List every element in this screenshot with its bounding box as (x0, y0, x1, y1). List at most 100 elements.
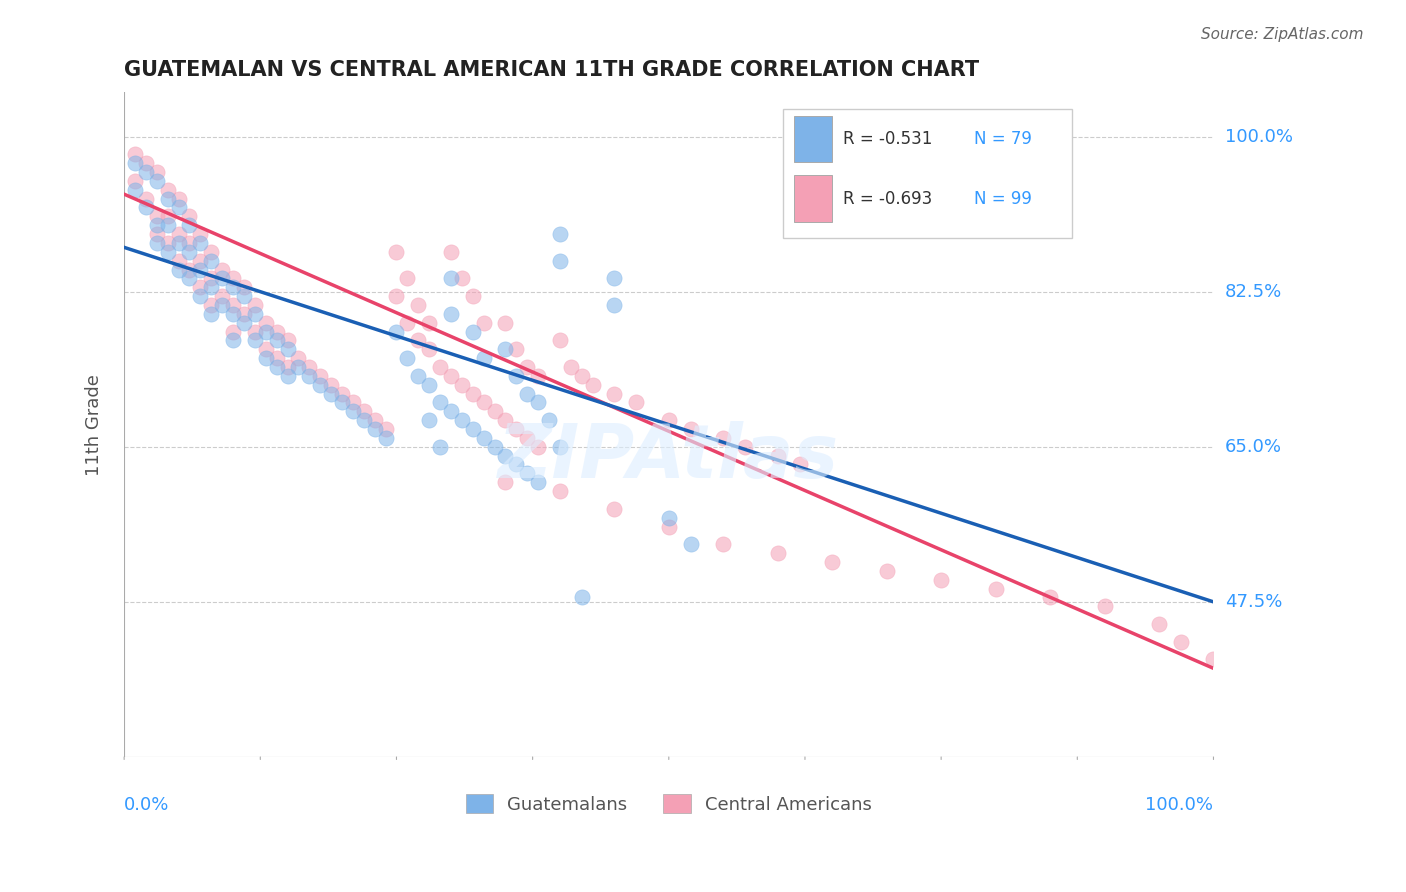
Guatemalans (353, 413, 375, 427)
Central Americans (1170, 634, 1192, 648)
Central Americans (243, 298, 266, 312)
Guatemalans (211, 271, 233, 285)
Central Americans (167, 253, 190, 268)
Central Americans (658, 413, 681, 427)
Central Americans (679, 422, 702, 436)
Guatemalans (222, 334, 245, 348)
Central Americans (124, 174, 146, 188)
Guatemalans (135, 165, 157, 179)
Central Americans (353, 404, 375, 418)
Bar (783, 109, 1071, 238)
Central Americans (581, 377, 603, 392)
Central Americans (984, 582, 1007, 596)
Central Americans (179, 235, 201, 250)
Central Americans (658, 519, 681, 533)
Text: R = -0.531: R = -0.531 (844, 130, 932, 148)
Guatemalans (484, 440, 506, 454)
Guatemalans (200, 253, 222, 268)
Central Americans (571, 368, 593, 383)
Central Americans (363, 413, 385, 427)
Guatemalans (200, 280, 222, 294)
Guatemalans (603, 298, 626, 312)
Central Americans (516, 359, 538, 374)
Bar (794, 176, 832, 222)
Guatemalans (494, 449, 516, 463)
Guatemalans (156, 192, 179, 206)
Central Americans (233, 307, 256, 321)
Central Americans (711, 431, 734, 445)
Central Americans (734, 440, 756, 454)
Text: 47.5%: 47.5% (1225, 593, 1282, 611)
Guatemalans (385, 325, 408, 339)
Guatemalans (505, 458, 527, 472)
Central Americans (396, 316, 419, 330)
Central Americans (233, 280, 256, 294)
Text: N = 99: N = 99 (974, 190, 1032, 208)
Guatemalans (319, 386, 342, 401)
Central Americans (711, 537, 734, 551)
Guatemalans (472, 431, 495, 445)
Central Americans (266, 351, 288, 366)
Text: Source: ZipAtlas.com: Source: ZipAtlas.com (1201, 27, 1364, 42)
Central Americans (821, 555, 844, 569)
Guatemalans (548, 253, 571, 268)
Central Americans (146, 210, 169, 224)
Guatemalans (254, 325, 277, 339)
Guatemalans (190, 235, 212, 250)
Guatemalans (450, 413, 472, 427)
Guatemalans (156, 244, 179, 259)
Guatemalans (277, 343, 299, 357)
Guatemalans (254, 351, 277, 366)
Central Americans (330, 386, 353, 401)
Guatemalans (494, 343, 516, 357)
Guatemalans (124, 156, 146, 170)
Central Americans (440, 368, 463, 383)
Central Americans (560, 359, 582, 374)
Central Americans (266, 325, 288, 339)
Central Americans (624, 395, 647, 409)
Central Americans (156, 183, 179, 197)
Guatemalans (298, 368, 321, 383)
Guatemalans (167, 235, 190, 250)
Guatemalans (167, 201, 190, 215)
Central Americans (309, 368, 332, 383)
Central Americans (472, 316, 495, 330)
Guatemalans (516, 386, 538, 401)
Guatemalans (309, 377, 332, 392)
Guatemalans (548, 440, 571, 454)
Central Americans (222, 325, 245, 339)
Central Americans (418, 343, 440, 357)
Guatemalans (429, 395, 451, 409)
Central Americans (277, 334, 299, 348)
Central Americans (429, 359, 451, 374)
Central Americans (124, 147, 146, 161)
Guatemalans (179, 244, 201, 259)
Guatemalans (146, 235, 169, 250)
Central Americans (211, 262, 233, 277)
Text: ZIPAtlas: ZIPAtlas (498, 421, 839, 494)
Central Americans (222, 298, 245, 312)
Guatemalans (135, 201, 157, 215)
Guatemalans (330, 395, 353, 409)
Central Americans (1094, 599, 1116, 614)
Guatemalans (156, 218, 179, 232)
Text: 100.0%: 100.0% (1225, 128, 1292, 145)
Central Americans (167, 192, 190, 206)
Central Americans (450, 377, 472, 392)
Central Americans (527, 440, 550, 454)
Central Americans (505, 422, 527, 436)
Central Americans (1147, 617, 1170, 632)
Guatemalans (342, 404, 364, 418)
Central Americans (603, 501, 626, 516)
Central Americans (494, 316, 516, 330)
Central Americans (505, 343, 527, 357)
Guatemalans (505, 368, 527, 383)
Central Americans (548, 334, 571, 348)
Guatemalans (603, 271, 626, 285)
Guatemalans (472, 351, 495, 366)
Guatemalans (461, 325, 484, 339)
Guatemalans (374, 431, 396, 445)
Central Americans (494, 475, 516, 490)
Guatemalans (287, 359, 309, 374)
Guatemalans (658, 510, 681, 524)
